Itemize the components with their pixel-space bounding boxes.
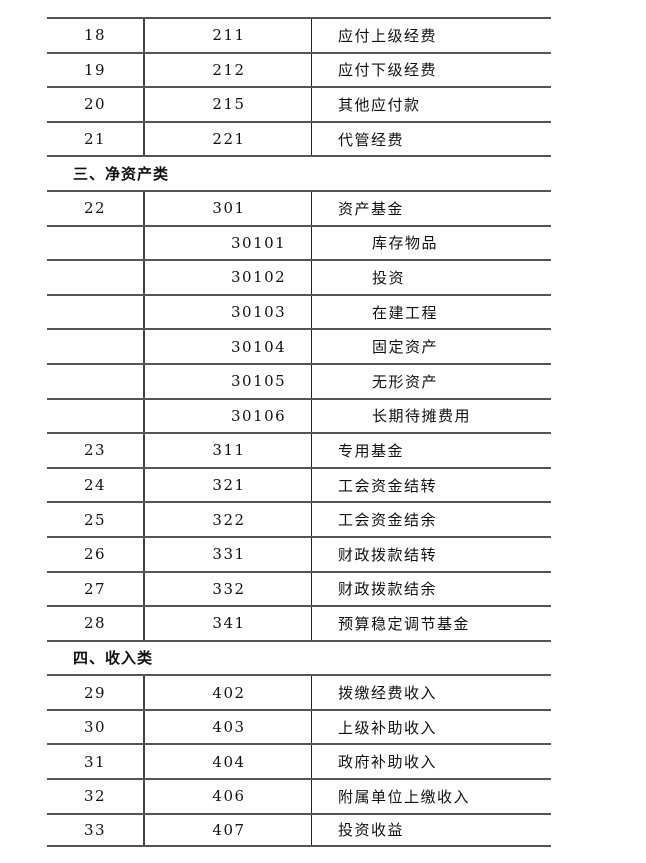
table-row: 20 215 其他应付款: [47, 86, 551, 121]
name-cell: 投资: [311, 261, 551, 294]
seq-cell: 26: [83, 545, 107, 564]
code-cell: 215: [143, 88, 313, 121]
seq-cell: [47, 261, 143, 294]
name-cell: 应付下级经费: [311, 53, 551, 87]
seq-cell: [47, 400, 143, 433]
table-row: 18 211 应付上级经费: [47, 17, 551, 52]
code-cell: 221: [143, 122, 313, 156]
name-cell: 专用基金: [311, 434, 551, 467]
section-header: 四、收入类: [47, 639, 551, 675]
seq-cell: 24: [83, 476, 107, 495]
seq-cell: 20: [83, 95, 107, 114]
table-row: 30101 库存物品: [47, 224, 551, 260]
table-row: 27 332 财政拨款结余: [47, 570, 551, 606]
name-cell: 固定资产: [311, 330, 551, 363]
name-cell: 资产基金: [311, 191, 551, 225]
code-cell: 30103: [143, 295, 311, 329]
table-row: 30102 投资: [47, 259, 551, 294]
table-row: 31 404 政府补助收入: [47, 743, 551, 779]
code-cell: 403: [143, 710, 313, 744]
seq-cell: 21: [83, 130, 107, 149]
name-cell: 财政拨款结转: [311, 537, 551, 571]
table-row: 28 341 预算稳定调节基金: [47, 605, 551, 640]
table-row: 33 407 投资收益: [47, 812, 551, 848]
table-row: 22 301 资产基金: [47, 189, 551, 225]
code-cell: 404: [143, 745, 313, 779]
name-cell: 长期待摊费用: [311, 399, 551, 433]
code-cell: 322: [143, 503, 313, 536]
seq-cell: [47, 296, 143, 329]
table-row: 19 212 应付下级经费: [47, 51, 551, 87]
name-cell: 应付上级经费: [311, 19, 551, 52]
name-cell: 库存物品: [311, 226, 551, 260]
table-row: 30104 固定资产: [47, 328, 551, 363]
code-cell: 331: [143, 537, 313, 571]
seq-cell: 19: [83, 60, 107, 79]
seq-cell: 31: [83, 752, 107, 771]
code-cell: 311: [143, 434, 313, 467]
table-row: 29 402 拨缴经费收入: [47, 674, 551, 709]
code-cell: 301: [143, 191, 313, 225]
code-cell: 407: [143, 814, 313, 846]
section-title: 四、收入类: [73, 649, 154, 668]
name-cell: 在建工程: [311, 295, 551, 329]
name-cell: 上级补助收入: [311, 710, 551, 744]
code-cell: 30104: [143, 330, 311, 363]
seq-cell: 29: [83, 683, 107, 702]
code-cell: 30101: [143, 226, 311, 260]
seq-cell: 23: [83, 441, 107, 460]
code-cell: 332: [143, 572, 313, 606]
code-cell: 211: [143, 19, 313, 52]
code-cell: 30105: [143, 364, 311, 398]
seq-cell: 32: [83, 787, 107, 806]
table-row: 30106 长期待摊费用: [47, 397, 551, 433]
code-cell: 30106: [143, 399, 311, 433]
name-cell: 拨缴经费收入: [311, 676, 551, 709]
seq-cell: 22: [83, 199, 107, 218]
table-row: 25 322 工会资金结余: [47, 501, 551, 536]
name-cell: 预算稳定调节基金: [311, 607, 551, 640]
table-row: 32 406 附属单位上缴收入: [47, 778, 551, 813]
name-cell: 财政拨款结余: [311, 572, 551, 606]
seq-cell: 33: [83, 820, 107, 839]
code-cell: 321: [143, 468, 313, 502]
code-cell: 212: [143, 53, 313, 87]
seq-cell: [47, 330, 143, 363]
section-title: 三、净资产类: [73, 165, 170, 184]
name-cell: 代管经费: [311, 122, 551, 156]
seq-cell: 30: [83, 718, 107, 737]
seq-cell: 28: [83, 614, 107, 633]
table-row: 30 403 上级补助收入: [47, 708, 551, 744]
name-cell: 投资收益: [311, 814, 551, 846]
name-cell: 其他应付款: [311, 88, 551, 121]
table-row: 30105 无形资产: [47, 362, 551, 398]
table-row: 24 321 工会资金结转: [47, 466, 551, 502]
name-cell: 无形资产: [311, 364, 551, 398]
code-cell: 406: [143, 780, 313, 813]
name-cell: 政府补助收入: [311, 745, 551, 779]
seq-cell: [47, 227, 143, 260]
code-cell: 30102: [143, 261, 311, 294]
section-header: 三、净资产类: [47, 155, 551, 190]
table-row: 30103 在建工程: [47, 293, 551, 329]
code-cell: 341: [143, 607, 313, 640]
accounts-table: 18 211 应付上级经费 19 212 应付下级经费 20 215 其他应付款 21 221 代管经…: [47, 17, 551, 848]
seq-cell: [47, 365, 143, 398]
table-row: 23 311 专用基金: [47, 432, 551, 467]
table-row: 21 221 代管经费: [47, 120, 551, 156]
name-cell: 工会资金结转: [311, 468, 551, 502]
table-row: 26 331 财政拨款结转: [47, 535, 551, 571]
seq-cell: 25: [83, 510, 107, 529]
name-cell: 附属单位上缴收入: [311, 780, 551, 813]
seq-cell: 27: [83, 579, 107, 598]
name-cell: 工会资金结余: [311, 503, 551, 536]
seq-cell: 18: [83, 26, 107, 45]
code-cell: 402: [143, 676, 313, 709]
